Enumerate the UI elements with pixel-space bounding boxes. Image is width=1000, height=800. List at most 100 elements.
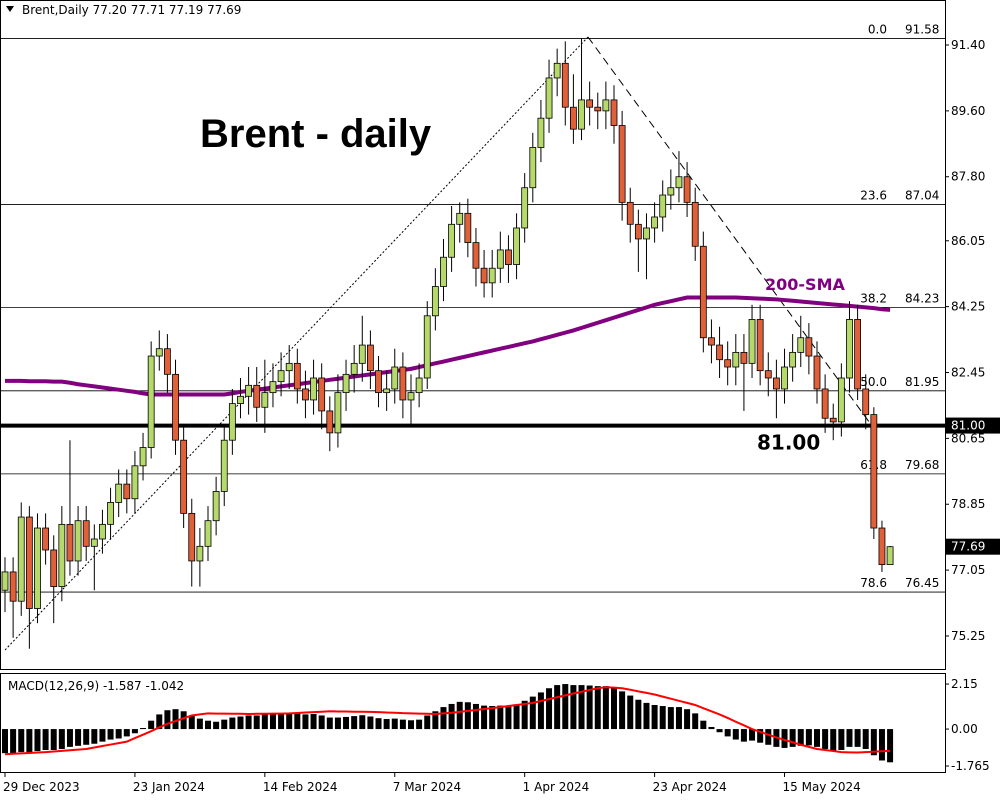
macd-bar [643,702,650,730]
candle-body [789,351,797,368]
candle-body [342,373,350,394]
candle-body [123,483,131,500]
signal-line [4,686,891,756]
macd-bar [245,715,252,730]
candle-body [147,355,155,448]
macd-bar [351,716,358,730]
x-tick-label: 14 Feb 2024 [263,780,338,794]
candle-body [829,417,837,423]
fib-level: 50.0 [860,375,887,389]
macd-bar [334,717,341,730]
y-tick-label: 75.25 [951,629,985,643]
candle-body [724,359,732,368]
candle-body [521,187,529,229]
y-tick-label: 87.80 [951,170,985,184]
price-header: Brent,Daily 77.20 77.71 77.19 77.69 [22,3,241,17]
macd-bar [537,692,544,730]
candle-body [561,62,569,108]
macd-bar [237,716,244,730]
candle-body [886,546,894,566]
macd-bar [594,686,601,730]
candle-body [253,384,261,408]
support-annotation: 81.00 [757,431,820,455]
candle-body [837,377,845,423]
candle-body [553,62,561,79]
macd-bar [140,728,147,730]
macd-bar [172,709,179,730]
y-tick-label: 77.05 [951,563,985,577]
candle-body [391,366,399,390]
candle-body [610,99,618,126]
candle-body [448,223,456,258]
candle-body [805,337,813,357]
macd-bar [464,702,471,730]
candle-body [383,388,391,394]
macd-bar [667,707,674,730]
macd-bar [253,715,260,730]
macd-bar [692,713,699,730]
macd-bar [781,729,788,748]
y-tick-label: 78.85 [951,497,985,511]
candle-body [667,187,675,196]
fib-price: 81.95 [905,375,939,389]
macd-header: MACD(12,26,9) -1.587 -1.042 [8,679,184,693]
candle-body [196,545,204,562]
candle-body [302,388,309,401]
candle-body [870,414,878,529]
candle-body [237,395,244,405]
candle-body [602,99,610,112]
price-tag [945,538,1000,555]
macd-bar [424,715,431,730]
macd-bar [383,719,390,730]
macd-bar [627,695,634,730]
candle-body [204,520,212,547]
candle-body [821,388,829,419]
candle-body [131,465,139,500]
macd-bar [123,729,130,737]
candle-body [732,351,740,368]
candle-body [366,344,374,372]
candle-body [228,403,236,441]
macd-bar [724,729,731,737]
macd-bar [75,729,82,746]
candle-body [756,319,764,372]
macd-bar [448,703,455,730]
macd-bar [188,715,195,730]
fib-price: 79.68 [905,458,939,472]
macd-bar [107,729,114,740]
macd-bar [399,719,406,730]
candle-body [480,267,488,284]
candle-body [699,245,707,339]
x-tick-label: 23 Jan 2024 [133,780,205,794]
y-tick-label: -1.765 [951,759,990,773]
candle-body [42,527,49,551]
macd-bar [286,712,293,730]
fib-price: 91.58 [905,22,939,36]
candle-body [172,373,179,441]
macd-bar [878,729,885,761]
candle-body [764,370,772,379]
macd-bar [830,729,837,752]
candle-body [537,117,545,148]
candle-body [293,362,301,390]
x-tick-label: 23 Apr 2024 [653,780,727,794]
macd-bar [408,720,414,730]
candle-body [570,106,577,130]
candle-body [155,348,163,357]
macd-bar [554,685,561,730]
candle-body [269,381,277,394]
macd-bar [164,710,171,730]
fib-level: 0.0 [868,22,887,36]
y-tick-label: 84.25 [951,300,985,314]
macd-bar [757,729,764,743]
candle-body [326,410,334,434]
macd-bar [131,729,138,734]
macd-bar [635,699,642,730]
macd-bar [740,729,747,742]
macd-bar [391,718,398,730]
macd-bar [700,720,707,730]
macd-bar [42,729,49,751]
macd-bar [261,714,268,730]
macd-bar [456,701,463,730]
